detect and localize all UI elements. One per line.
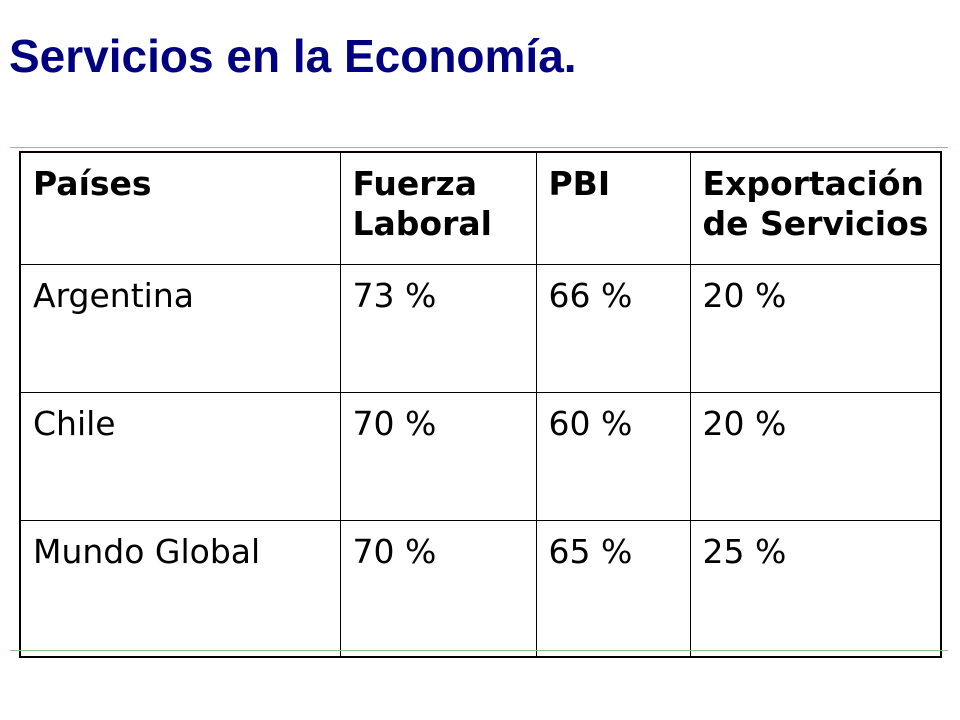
cell-gdp: 66 %: [535, 264, 691, 393]
table-row: Chile 70 % 60 % 20 %: [19, 392, 942, 521]
bottom-divider: [10, 650, 948, 651]
cell-labor-force: 70 %: [339, 392, 537, 521]
cell-gdp: 65 %: [535, 520, 691, 658]
cell-labor-force: 73 %: [339, 264, 537, 393]
header-labor-force: Fuerza Laboral: [339, 151, 537, 265]
table-row: Argentina 73 % 66 % 20 %: [19, 264, 942, 393]
cell-gdp: 60 %: [535, 392, 691, 521]
slide-title: Servicios en la Economía.: [9, 30, 577, 82]
table-header-row: Países Fuerza Laboral PBI Exportación de…: [19, 151, 942, 265]
cell-service-exports: 25 %: [689, 520, 942, 658]
header-countries: Países: [19, 151, 341, 265]
header-gdp: PBI: [535, 151, 691, 265]
top-divider: [10, 147, 948, 148]
cell-service-exports: 20 %: [689, 264, 942, 393]
cell-labor-force: 70 %: [339, 520, 537, 658]
cell-service-exports: 20 %: [689, 392, 942, 521]
table-row: Mundo Global 70 % 65 % 25 %: [19, 520, 942, 658]
cell-country: Argentina: [19, 264, 341, 393]
economy-services-table: Países Fuerza Laboral PBI Exportación de…: [19, 151, 942, 658]
header-service-exports: Exportación de Servicios: [689, 151, 942, 265]
cell-country: Chile: [19, 392, 341, 521]
cell-country: Mundo Global: [19, 520, 341, 658]
